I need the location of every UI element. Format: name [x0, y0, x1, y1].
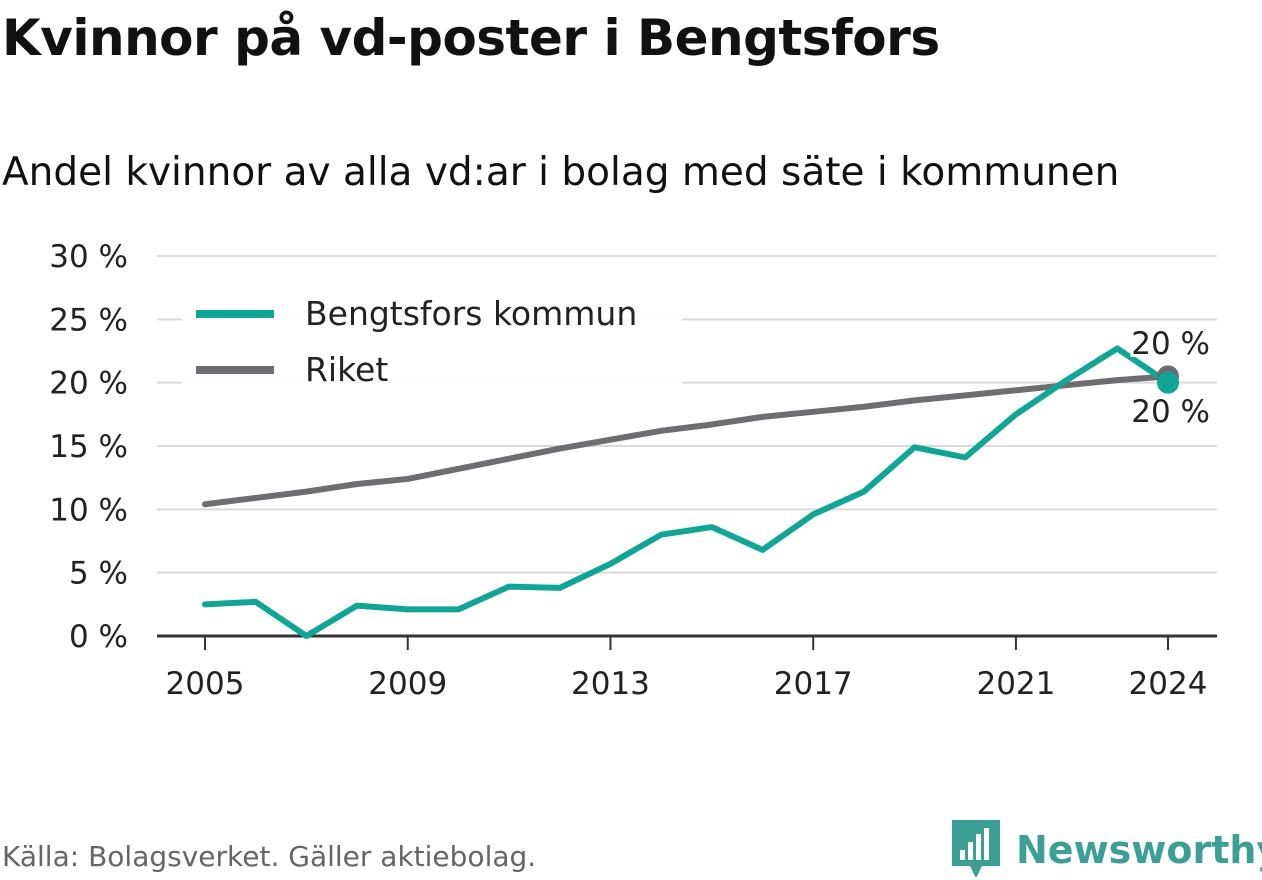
- y-tick-label: 30 %: [49, 239, 128, 275]
- y-tick-label: 15 %: [49, 429, 128, 465]
- y-tick-label: 5 %: [69, 556, 128, 592]
- data-label-end: 20 %: [1131, 394, 1210, 430]
- x-tick-label: 2021: [976, 666, 1055, 702]
- x-tick-label: 2005: [166, 666, 245, 702]
- x-tick-label: 2009: [368, 666, 447, 702]
- x-tick-label: 2013: [571, 666, 650, 702]
- line-chart: 0 % 5 % 10 % 15 % 20 % 25 % 30 % 2005 2009 2013 20…: [49, 239, 1217, 702]
- series-line: [202, 345, 1171, 639]
- chart-subtitle: Andel kvinnor av alla vd:ar i bolag med …: [2, 150, 1120, 195]
- legend-label: Riket: [305, 350, 388, 389]
- y-tick-label: 10 %: [49, 492, 128, 528]
- x-tick-label: 2017: [774, 666, 853, 702]
- y-tick-label: 25 %: [49, 302, 128, 338]
- brand-name: Newsworthy: [1016, 828, 1262, 872]
- series-line: [202, 373, 1171, 508]
- newsworthy-logo-icon: [952, 820, 1000, 878]
- data-label-end: 20 %: [1131, 326, 1210, 362]
- chart-title: Kvinnor på vd-poster i Bengtsfors: [2, 9, 940, 67]
- brand-logo: Newsworthy: [952, 820, 1262, 880]
- source-note: Källa: Bolagsverket. Gäller aktiebolag.: [2, 840, 537, 873]
- y-tick-label: 20 %: [49, 366, 128, 402]
- x-tick-label: 2024: [1129, 666, 1208, 702]
- legend-label: Bengtsfors kommun: [305, 294, 637, 333]
- end-point: [1157, 371, 1179, 394]
- y-tick-label: 0 %: [69, 619, 128, 655]
